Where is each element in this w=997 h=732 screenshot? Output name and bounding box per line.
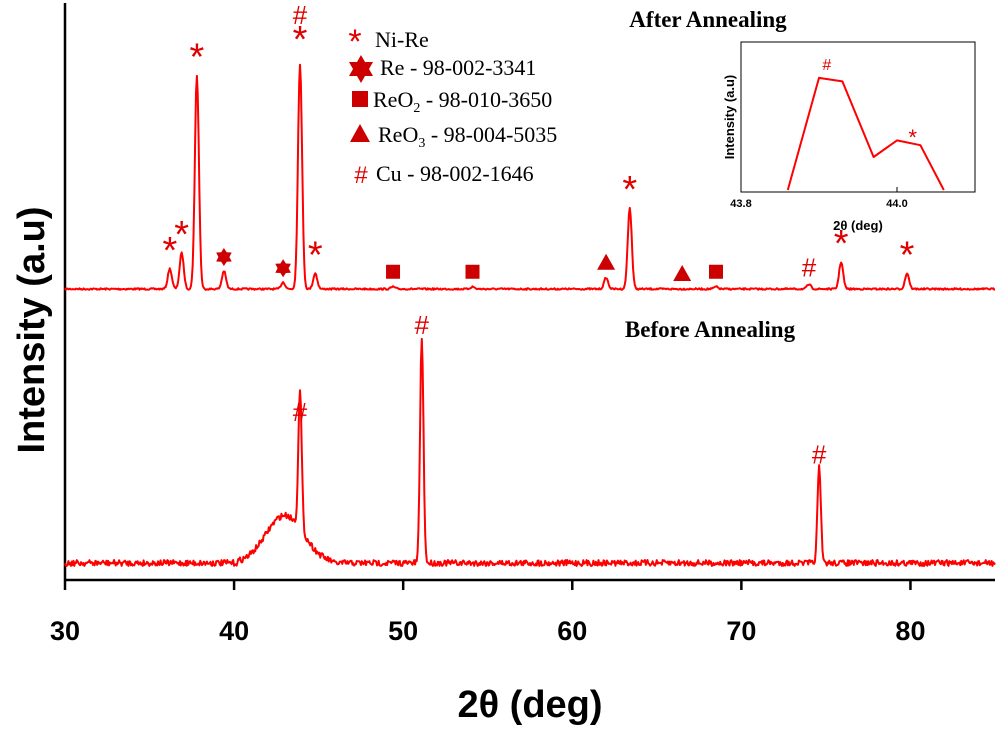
peak-marker-hash-icon: # — [415, 310, 430, 340]
x-tick-label: 60 — [557, 616, 587, 646]
inset-peak-markers: #* — [822, 57, 917, 150]
legend-entry-reo2: ReO2 - 98-010-3650 — [352, 87, 552, 116]
legend-asterisk-icon: * — [348, 23, 361, 61]
y-axis-title: Intensity (a.u) — [11, 206, 53, 453]
peak-marker-triangle-icon — [673, 265, 692, 281]
legend-entry-ni-re: * Ni-Re — [348, 23, 428, 61]
legend-hash-icon: # — [354, 162, 368, 189]
peak-marker-asterisk-icon: * — [834, 223, 849, 265]
legend-label-cu: Cu - 98-002-1646 — [376, 161, 534, 186]
legend-square-icon — [352, 91, 368, 107]
x-tick-label: 70 — [726, 616, 756, 646]
peak-marker-hash-icon: # — [802, 253, 817, 283]
inset-chart: Intensity (a.u) 2θ (deg) 43.8 44.0 #* — [722, 41, 976, 233]
peak-marker-asterisk-icon: * — [293, 19, 308, 61]
inset-asterisk-icon: * — [908, 125, 917, 150]
peak-marker-square-icon — [465, 264, 480, 279]
peak-marker-hash-icon: # — [812, 440, 827, 470]
x-ticks: 30 40 50 60 70 80 — [50, 580, 925, 646]
legend-label-re: Re - 98-002-3341 — [380, 55, 536, 80]
x-tick-label: 50 — [388, 616, 418, 646]
series-after-annealing-line — [64, 63, 996, 291]
legend-entry-cu: # Cu - 98-002-1646 — [354, 161, 533, 189]
series-before-annealing-line — [64, 337, 996, 567]
peak-marker-hexagram-icon — [216, 248, 232, 266]
before-annealing-label: Before Annealing — [625, 317, 796, 342]
peak-marker-square-icon — [386, 264, 401, 279]
legend: * Ni-Re Re - 98-002-3341 ReO2 - 98-010-3… — [348, 23, 557, 189]
legend-triangle-icon — [350, 124, 370, 142]
inset-frame — [740, 41, 976, 193]
x-axis-title: 2θ (deg) — [457, 684, 602, 726]
inset-x-tick-label: 44.0 — [886, 198, 907, 210]
inset-x-axis-title: 2θ (deg) — [833, 218, 883, 233]
legend-entry-re: Re - 98-002-3341 — [349, 55, 536, 83]
peak-marker-asterisk-icon: * — [189, 36, 204, 78]
peak-marker-square-icon — [709, 264, 723, 279]
inset-hash-icon: # — [822, 57, 831, 74]
peak-marker-hash-icon: # — [293, 397, 308, 427]
legend-entry-reo3: ReO3 - 98-004-5035 — [350, 122, 557, 151]
peak-marker-hash-icon: # — [293, 0, 308, 30]
peak-marker-asterisk-icon: * — [308, 234, 323, 276]
inset-x-tick-label: 43.8 — [730, 198, 751, 210]
peak-marker-asterisk-icon: * — [900, 234, 915, 276]
inset-x-ticks: 43.8 44.0 — [730, 187, 908, 210]
x-tick-label: 30 — [50, 616, 80, 646]
legend-label-reo2: ReO2 - 98-010-3650 — [373, 87, 552, 116]
after-annealing-label: After Annealing — [629, 7, 787, 32]
peak-marker-asterisk-icon: * — [162, 230, 177, 272]
x-tick-label: 80 — [895, 616, 925, 646]
peak-marker-hexagram-icon — [275, 259, 291, 278]
peak-markers: ***#***#* *### — [162, 0, 914, 470]
legend-label-reo3: ReO3 - 98-004-5035 — [378, 122, 557, 151]
inset-line — [786, 76, 945, 191]
legend-label-ni-re: Ni-Re — [375, 27, 429, 52]
main-axes — [63, 3, 995, 582]
peak-marker-asterisk-icon: * — [622, 169, 637, 211]
legend-hexagram-icon — [349, 55, 373, 83]
peak-marker-asterisk-icon: * — [174, 214, 189, 256]
peak-marker-triangle-icon — [597, 253, 616, 270]
x-tick-label: 40 — [219, 616, 249, 646]
inset-y-axis-title: Intensity (a.u) — [722, 75, 737, 160]
